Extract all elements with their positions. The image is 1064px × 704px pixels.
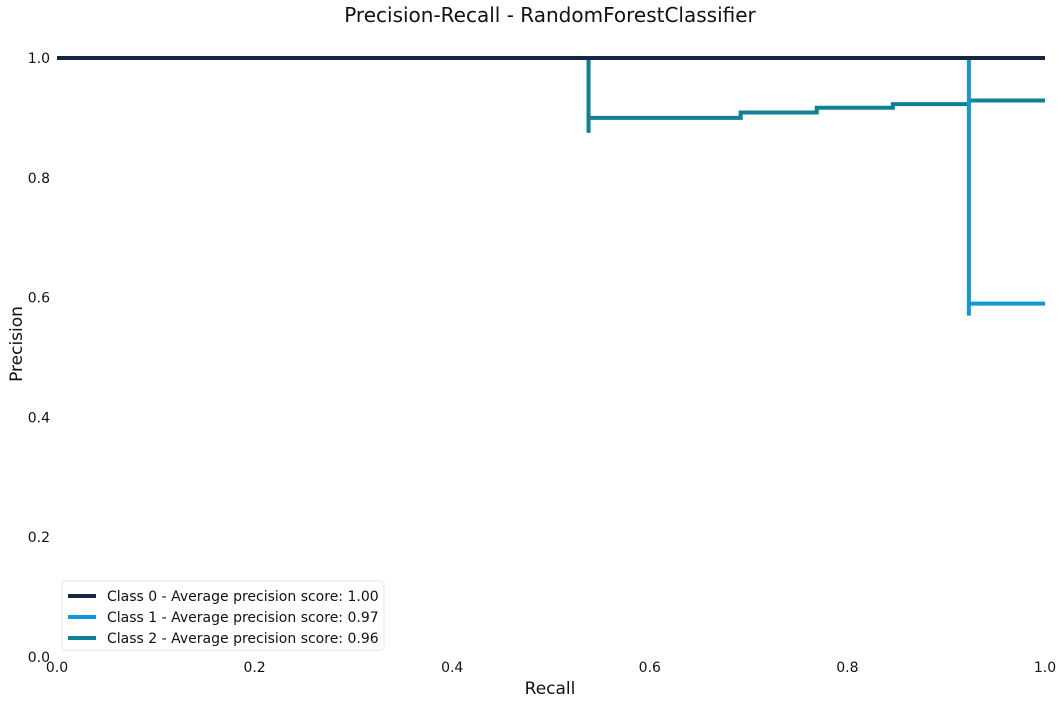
axis-labels: 0.0 0.2 0.4 0.6 0.8 1.0 0.0 0.2 0.4 0.6 0.8 1.0 xyxy=(28,51,1056,676)
legend-box xyxy=(61,580,385,651)
legend: Class 0 - Average precision score: 1.00 C… xyxy=(61,580,385,651)
y-tick-label: 0.2 xyxy=(28,530,50,546)
legend-label-class-1: Class 1 - Average precision score: 0.97 xyxy=(107,610,379,626)
series-line-class-2 xyxy=(57,56,1045,133)
y-tick-label: 0.4 xyxy=(28,410,50,426)
x-tick-label: 0.4 xyxy=(441,660,463,676)
legend-label-class-2: Class 2 - Average precision score: 0.96 xyxy=(107,631,379,647)
y-tick-label: 0.6 xyxy=(28,291,50,307)
y-tick-label: 0.8 xyxy=(28,171,50,187)
legend-label-class-0: Class 0 - Average precision score: 1.00 xyxy=(107,589,379,605)
x-tick-label: 0.6 xyxy=(639,660,661,676)
y-tick-label: 1.0 xyxy=(28,51,50,67)
x-tick-label: 0.0 xyxy=(46,660,68,676)
plot-area xyxy=(57,56,1045,316)
x-tick-label: 0.2 xyxy=(243,660,265,676)
x-tick-label: 1.0 xyxy=(1034,660,1056,676)
chart-title: Precision-Recall - RandomForestClassifie… xyxy=(344,3,756,27)
x-axis-label: Recall xyxy=(525,679,576,699)
series-line-class-1 xyxy=(57,56,1045,316)
x-tick-label: 0.8 xyxy=(836,660,858,676)
y-tick-label: 0.0 xyxy=(28,650,50,666)
y-axis-label: Precision xyxy=(7,306,27,382)
